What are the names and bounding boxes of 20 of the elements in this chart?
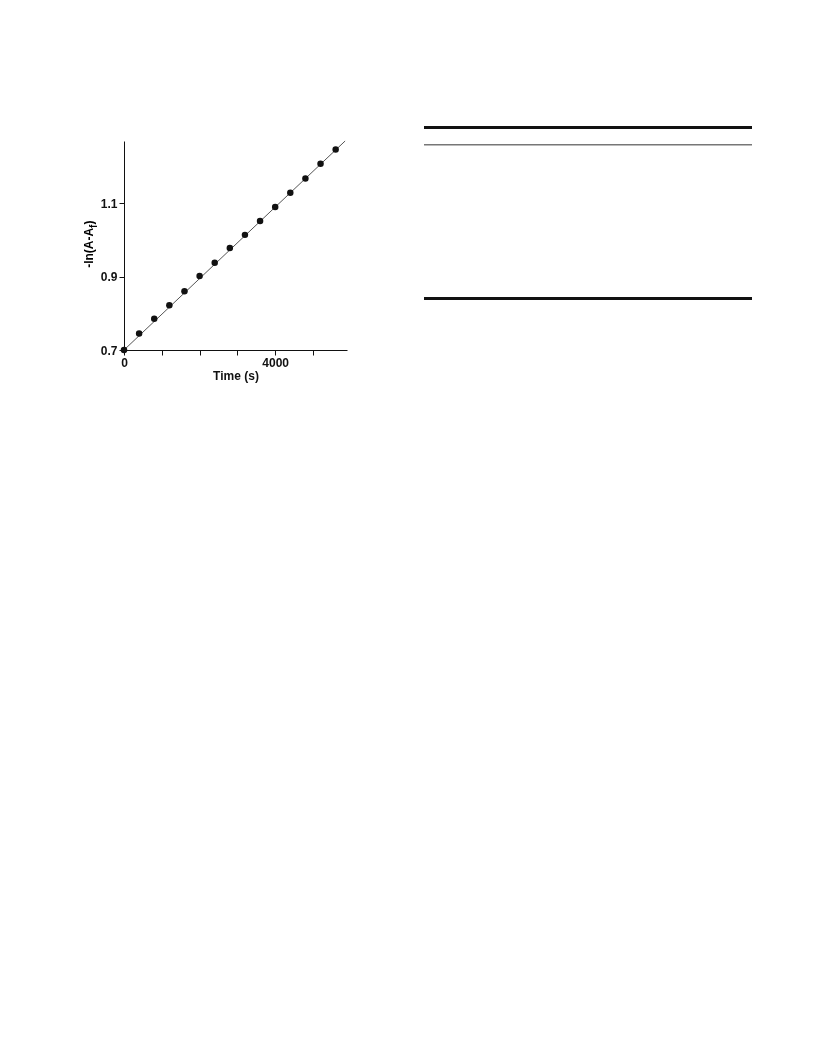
x-tick-label: 0 xyxy=(121,355,129,370)
point xyxy=(287,189,294,196)
point xyxy=(196,272,203,280)
x-tick-label: 4000 xyxy=(262,355,290,370)
y-tick-label: 0.7 xyxy=(100,343,118,358)
point xyxy=(166,302,173,309)
point xyxy=(271,203,279,211)
point xyxy=(135,330,143,337)
point xyxy=(317,160,324,167)
point xyxy=(302,175,309,182)
point xyxy=(211,259,218,266)
point xyxy=(181,288,188,295)
point xyxy=(256,217,264,225)
point xyxy=(226,244,234,252)
x-axis-title: Time (s) xyxy=(213,368,259,383)
y-tick-label: 0.9 xyxy=(100,270,118,285)
point xyxy=(151,315,158,323)
point xyxy=(241,231,249,239)
y-tick-label: 1.1 xyxy=(100,196,118,211)
point xyxy=(332,146,339,153)
